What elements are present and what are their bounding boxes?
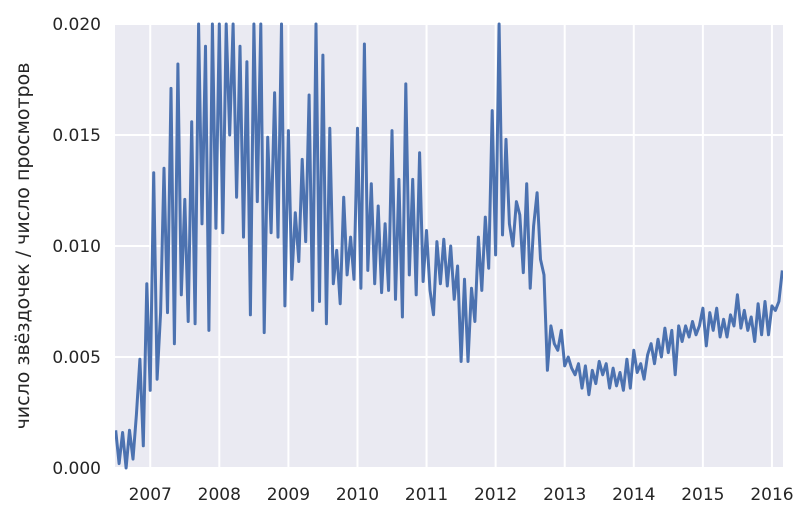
y-axis-ticks: 0.000 0.005 0.010 0.015 0.020 xyxy=(52,15,101,479)
x-tick-label: 2008 xyxy=(198,485,241,505)
x-tick-label: 2015 xyxy=(681,485,724,505)
series-line xyxy=(115,22,783,470)
y-tick-label: 0.010 xyxy=(52,237,101,257)
x-tick-label: 2010 xyxy=(336,485,379,505)
y-tick-label: 0.000 xyxy=(52,459,101,479)
x-tick-label: 2012 xyxy=(474,485,517,505)
y-axis-label: число звёздочек / число просмотров xyxy=(12,63,34,430)
x-tick-label: 2013 xyxy=(543,485,586,505)
y-tick-label: 0.005 xyxy=(52,348,101,368)
y-tick-label: 0.020 xyxy=(52,15,101,35)
x-tick-label: 2016 xyxy=(750,485,793,505)
y-tick-label: 0.015 xyxy=(52,126,101,146)
x-tick-label: 2007 xyxy=(129,485,172,505)
x-axis-ticks: 2007 2008 2009 2010 2011 2012 2013 2014 2015 2016 xyxy=(129,485,794,505)
grid xyxy=(115,23,783,469)
x-tick-label: 2014 xyxy=(612,485,655,505)
x-tick-label: 2011 xyxy=(405,485,448,505)
x-tick-label: 2009 xyxy=(267,485,310,505)
